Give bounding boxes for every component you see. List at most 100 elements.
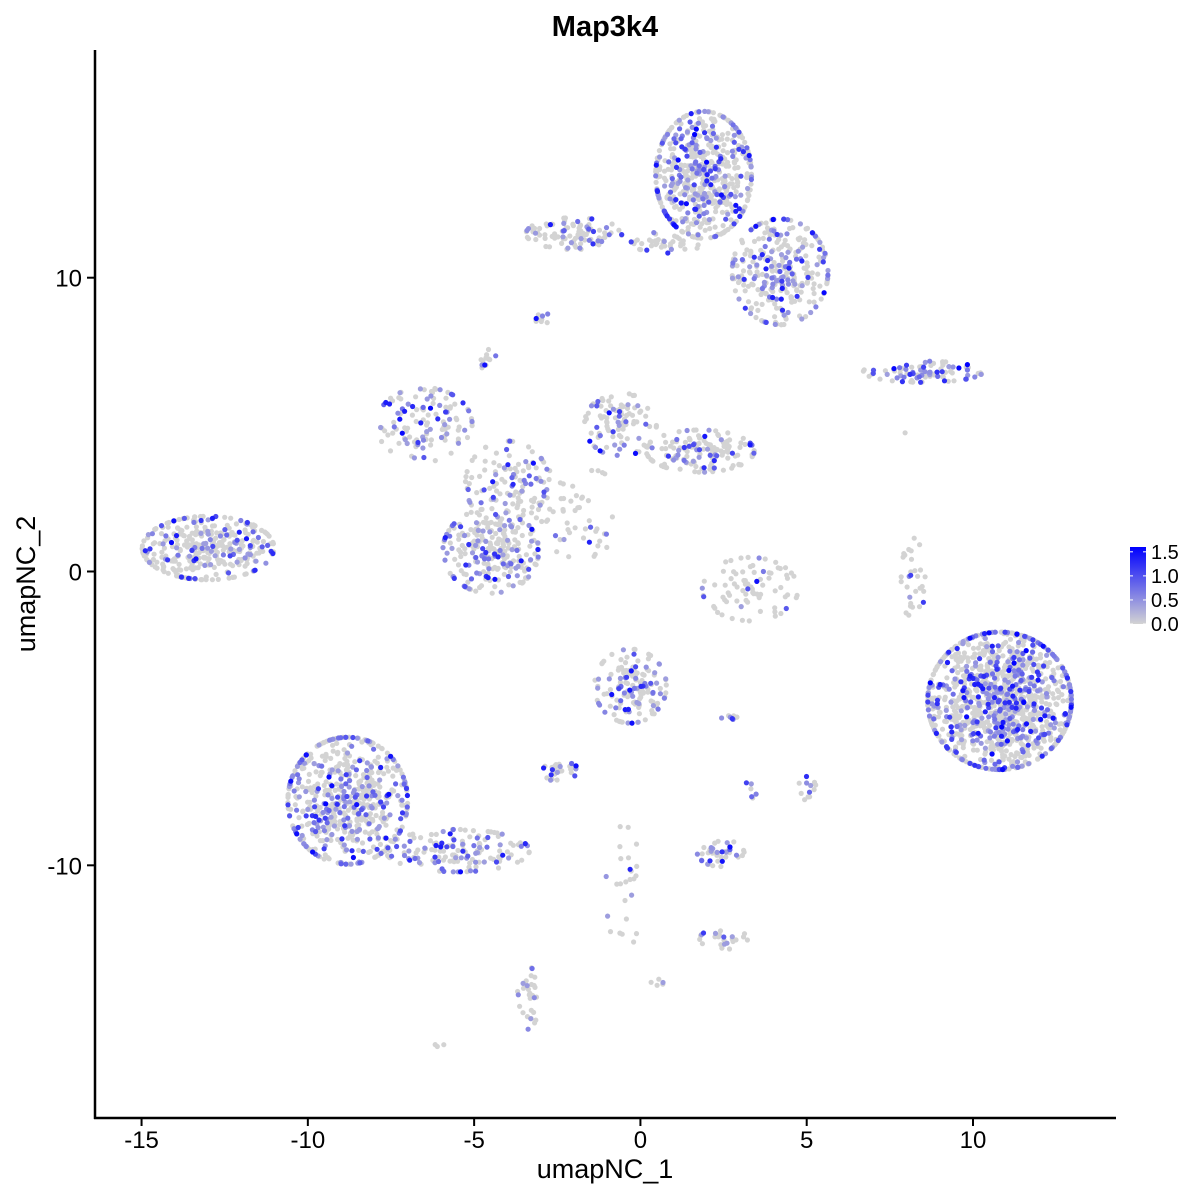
cell-point bbox=[625, 855, 632, 861]
cell-point bbox=[696, 454, 702, 460]
cell-point bbox=[146, 559, 152, 566]
cell-point bbox=[983, 719, 990, 725]
cell-point bbox=[457, 826, 463, 833]
cell-point bbox=[804, 225, 811, 231]
cell-point bbox=[252, 567, 258, 573]
cell-point bbox=[770, 289, 776, 295]
cell-point bbox=[736, 296, 742, 302]
cell-point bbox=[734, 714, 740, 720]
cell-point bbox=[201, 541, 207, 547]
cell-point bbox=[197, 561, 203, 567]
cell-point bbox=[1054, 687, 1061, 693]
cell-point bbox=[441, 1042, 447, 1048]
cell-point bbox=[548, 777, 554, 783]
cell-point bbox=[701, 190, 708, 197]
cell-point bbox=[694, 170, 700, 176]
cell-point bbox=[755, 287, 761, 293]
cell-point bbox=[870, 370, 876, 376]
cell-point bbox=[474, 559, 481, 565]
cell-point bbox=[263, 560, 269, 566]
cell-point bbox=[683, 185, 689, 191]
cell-point bbox=[1030, 741, 1036, 747]
cell-point bbox=[381, 815, 387, 821]
cell-point bbox=[631, 939, 637, 945]
cell-point bbox=[811, 787, 817, 793]
cell-point bbox=[165, 524, 171, 530]
cell-point bbox=[428, 442, 434, 448]
cell-point bbox=[730, 122, 736, 128]
cell-point bbox=[437, 402, 443, 408]
cell-point bbox=[396, 440, 402, 446]
cell-point bbox=[808, 782, 814, 789]
cell-point bbox=[927, 358, 933, 364]
cell-point bbox=[955, 650, 962, 656]
cell-point bbox=[1060, 665, 1066, 671]
cell-point bbox=[939, 739, 945, 745]
cell-point bbox=[693, 126, 699, 132]
cell-point bbox=[362, 829, 368, 835]
colorbar-tick-label: 0.0 bbox=[1151, 614, 1179, 636]
cell-point bbox=[907, 371, 913, 377]
cell-point bbox=[630, 392, 636, 399]
cell-point bbox=[595, 685, 601, 691]
cell-point bbox=[341, 762, 347, 768]
cell-point bbox=[731, 221, 737, 227]
cell-point bbox=[696, 447, 703, 453]
cell-point bbox=[1055, 737, 1061, 744]
cell-point bbox=[811, 299, 817, 305]
cell-point bbox=[1014, 759, 1021, 765]
cell-point bbox=[580, 535, 587, 541]
cell-point bbox=[661, 208, 668, 214]
cell-point bbox=[681, 457, 687, 463]
cell-point bbox=[542, 232, 548, 238]
cell-point bbox=[697, 149, 703, 155]
cell-point bbox=[628, 239, 634, 245]
cell-point bbox=[713, 135, 719, 141]
cell-point bbox=[707, 168, 714, 174]
cell-point bbox=[604, 419, 610, 425]
cell-point bbox=[316, 829, 322, 835]
cell-point bbox=[398, 816, 404, 822]
cell-point bbox=[769, 268, 776, 274]
cell-point bbox=[739, 135, 746, 141]
cell-point bbox=[172, 558, 178, 564]
cell-point bbox=[485, 524, 491, 531]
cell-point bbox=[324, 820, 330, 826]
cell-point bbox=[389, 853, 395, 859]
cell-point bbox=[765, 257, 771, 264]
cell-point bbox=[731, 581, 738, 587]
cell-point bbox=[158, 523, 165, 529]
cell-point bbox=[916, 604, 923, 610]
cell-point bbox=[1002, 700, 1008, 706]
cell-point bbox=[375, 826, 381, 832]
cell-point bbox=[1060, 698, 1066, 704]
cell-point bbox=[603, 531, 610, 537]
cell-point bbox=[968, 699, 974, 705]
cell-point bbox=[804, 279, 811, 285]
cell-point bbox=[209, 577, 215, 583]
cell-point bbox=[665, 250, 671, 256]
cell-point bbox=[984, 739, 990, 745]
cell-point bbox=[748, 164, 754, 170]
cell-point bbox=[569, 760, 575, 767]
cell-point bbox=[987, 729, 994, 735]
cell-point bbox=[884, 371, 890, 377]
cell-point bbox=[460, 841, 466, 847]
cell-point bbox=[469, 550, 476, 556]
cell-point bbox=[598, 415, 605, 421]
cell-point bbox=[488, 829, 494, 835]
cell-point bbox=[535, 554, 541, 560]
cell-point bbox=[676, 447, 682, 453]
cell-point bbox=[710, 863, 716, 869]
cell-point bbox=[529, 449, 535, 455]
cell-point bbox=[442, 557, 448, 563]
cell-point bbox=[943, 719, 950, 725]
cell-point bbox=[727, 844, 733, 850]
cell-point bbox=[625, 720, 631, 726]
cell-point bbox=[711, 603, 717, 610]
cell-point bbox=[667, 141, 673, 147]
cell-point bbox=[984, 691, 990, 697]
cell-point bbox=[1031, 707, 1038, 714]
cell-point bbox=[622, 660, 629, 666]
cell-point bbox=[538, 456, 545, 462]
